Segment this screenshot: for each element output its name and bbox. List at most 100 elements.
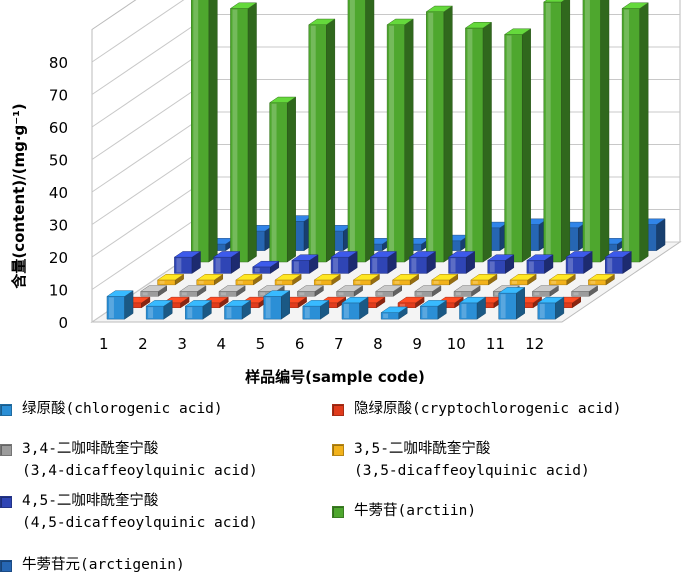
legend-label: 隐绿原酸(cryptochlorogenic acid)	[354, 401, 622, 417]
bar	[548, 273, 577, 286]
bar	[179, 285, 207, 297]
legend-item: 隐绿原酸(cryptochlorogenic acid)	[332, 398, 622, 420]
y-tick-labels: 0 10 20 30 40 50 60 70 80	[49, 54, 68, 332]
legend-swatch-icon	[0, 404, 12, 416]
legend-label: 3,4-二咖啡酰奎宁酸 (3,4-dicaffeoylquinic acid)	[22, 441, 258, 479]
bar	[621, 2, 649, 263]
x-tick-label: 9	[412, 335, 422, 353]
legend-label: 3,5-二咖啡酰奎宁酸 (3,5-dicaffeoylquinic acid)	[354, 441, 590, 479]
legend-item: 牛蒡苷(arctiin)	[332, 500, 476, 522]
bar	[497, 286, 526, 320]
bars	[106, 0, 666, 320]
bar	[223, 299, 252, 320]
y-tick-label: 0	[58, 314, 68, 332]
bar	[386, 18, 414, 263]
bar	[587, 273, 616, 286]
legend-item: 3,5-二咖啡酰奎宁酸 (3,5-dicaffeoylquinic acid)	[332, 438, 590, 482]
bar	[604, 250, 633, 274]
legend-swatch-icon	[332, 444, 344, 456]
bar	[335, 285, 364, 297]
legend-item: 绿原酸(chlorogenic acid)	[0, 398, 223, 420]
legend-item: 4,5-二咖啡酰奎宁酸 (4,5-dicaffeoylquinic acid)	[0, 490, 258, 534]
bar	[503, 28, 532, 263]
bar	[195, 273, 224, 286]
bar	[570, 285, 599, 297]
y-tick-label: 30	[49, 217, 68, 235]
legend: 绿原酸(chlorogenic acid) 隐绿原酸(cryptochloroge…	[0, 392, 700, 575]
y-tick-label: 80	[49, 54, 68, 72]
bar	[184, 299, 213, 320]
y-tick-label: 60	[49, 119, 68, 137]
legend-item: 牛蒡苷元(arctigenin)	[0, 554, 185, 576]
x-tick-label: 2	[138, 335, 148, 353]
bar	[526, 254, 554, 274]
bar	[369, 250, 398, 274]
bar	[262, 290, 291, 320]
x-tick-label: 7	[334, 335, 344, 353]
bar	[291, 254, 319, 274]
x-tick-label: 12	[525, 335, 544, 353]
bar	[156, 273, 185, 286]
bar	[470, 273, 498, 286]
x-tick-label: 4	[217, 335, 227, 353]
bar	[307, 18, 336, 263]
bar	[173, 250, 202, 274]
x-tick-label: 8	[373, 335, 383, 353]
bar	[486, 254, 515, 274]
bar	[582, 0, 610, 263]
y-tick-label: 40	[49, 184, 68, 202]
legend-swatch-icon	[332, 506, 344, 518]
legend-label: 绿原酸(chlorogenic acid)	[22, 401, 223, 417]
bar	[464, 21, 493, 263]
bar	[302, 299, 330, 320]
bar	[145, 299, 174, 320]
bar	[268, 96, 297, 263]
bar	[229, 2, 258, 263]
bar	[235, 273, 263, 286]
x-tick-label: 6	[295, 335, 305, 353]
legend-item: 3,4-二咖啡酰奎宁酸 (3,4-dicaffeoylquinic acid)	[0, 438, 258, 482]
x-tick-label: 1	[99, 335, 109, 353]
bar	[542, 0, 571, 263]
bar	[191, 0, 218, 263]
bar	[419, 299, 448, 320]
gridline	[91, 0, 185, 63]
bar	[106, 290, 134, 320]
x-tick-label: 3	[177, 335, 187, 353]
bar	[296, 285, 325, 297]
legend-swatch-icon	[0, 560, 12, 572]
bar	[509, 273, 537, 286]
bar	[397, 296, 425, 309]
bar	[447, 250, 476, 274]
bar	[380, 306, 409, 320]
y-tick-label: 50	[49, 152, 68, 170]
x-axis-label: 样品编号(sample code)	[245, 368, 425, 386]
bar	[408, 250, 437, 274]
x-tick-label: 10	[447, 335, 466, 353]
x-tick-label: 11	[486, 335, 505, 353]
bar	[430, 273, 459, 286]
bar	[313, 273, 342, 286]
bar	[330, 250, 358, 274]
bar	[347, 0, 375, 263]
legend-label: 牛蒡苷元(arctigenin)	[22, 557, 185, 573]
bar	[139, 285, 168, 297]
bar	[565, 250, 593, 274]
legend-label: 牛蒡苷(arctiin)	[354, 503, 477, 519]
bar	[391, 273, 420, 286]
y-tick-label: 20	[49, 249, 68, 267]
y-axis-label: 含量(content)/(mg·g⁻¹)	[10, 103, 28, 288]
legend-swatch-icon	[332, 404, 344, 416]
bar	[453, 285, 481, 297]
y-tick-label: 70	[49, 87, 68, 105]
bar	[218, 285, 246, 297]
bar	[458, 296, 487, 320]
bar	[274, 273, 302, 286]
bar	[352, 273, 381, 286]
bar	[341, 296, 369, 320]
legend-swatch-icon	[0, 496, 12, 508]
bar	[374, 285, 403, 297]
x-tick-label: 5	[256, 335, 266, 353]
bar	[251, 260, 280, 274]
